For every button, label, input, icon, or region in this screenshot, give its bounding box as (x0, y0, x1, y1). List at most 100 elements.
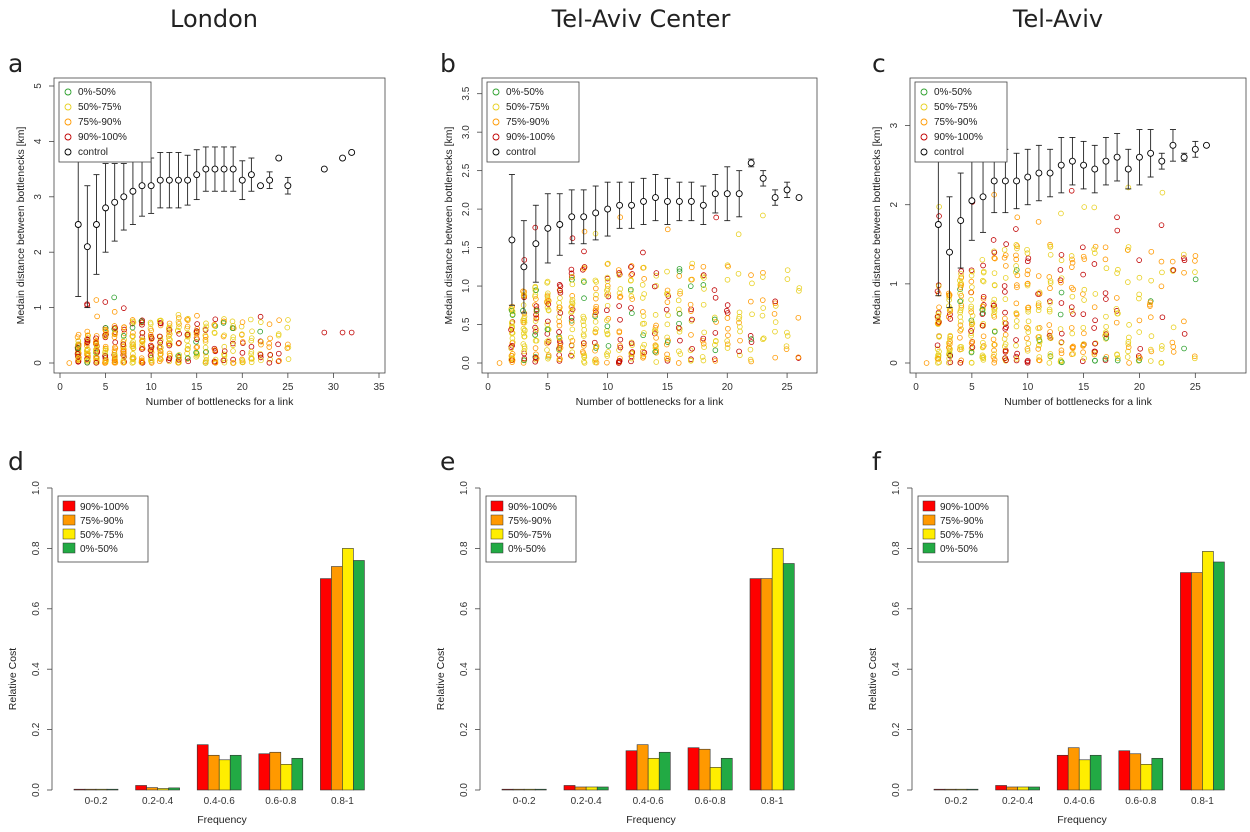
scatter-point (276, 357, 282, 364)
scatter-point (760, 335, 767, 342)
x-tick-label: 20 (722, 382, 734, 393)
legend-swatch (490, 500, 504, 512)
legend-label: 0%-50% (78, 87, 116, 98)
scatter-point (230, 360, 236, 366)
bar (574, 786, 587, 791)
scatter-point (676, 266, 683, 272)
legend-label: control (506, 147, 536, 158)
plot-frame (909, 77, 1247, 374)
scatter-point (1013, 337, 1019, 343)
scatter-point (737, 337, 743, 344)
scatter-point (285, 356, 292, 362)
y-tick-label: 0 (33, 360, 44, 366)
bar (157, 788, 169, 791)
legend-label: 90%-100% (940, 502, 989, 513)
scatter-point (749, 311, 755, 318)
scatter-point (1036, 357, 1042, 363)
scatter-point (652, 348, 658, 355)
y-tick-label: 0.4 (31, 662, 42, 676)
scatter-point (1013, 353, 1020, 360)
control-point (1158, 157, 1166, 165)
y-tick-label: 0.2 (459, 722, 470, 736)
scatter-point (533, 314, 540, 321)
scatter-point (1103, 329, 1109, 336)
scatter-point (604, 331, 611, 338)
scatter-point (568, 320, 575, 326)
legend-label: 75%-90% (934, 117, 977, 128)
legend-swatch (62, 542, 76, 554)
scatter-point (102, 349, 108, 356)
legend-label: 50%-75% (506, 102, 549, 113)
scatter-point (112, 359, 119, 366)
scatter-point (1192, 276, 1199, 283)
scatter-point (591, 339, 598, 346)
scatter-point (1126, 334, 1132, 341)
scatter-point (532, 284, 538, 291)
scatter-point (1113, 319, 1120, 326)
scatter-point (545, 354, 552, 360)
scatter-point (957, 334, 963, 341)
scatter-point (934, 346, 941, 352)
scatter-point (193, 334, 200, 341)
scatter-point (772, 298, 778, 305)
scatter-point (230, 336, 236, 343)
scatter-point (580, 340, 587, 346)
scatter-point (1047, 251, 1054, 258)
bar (534, 788, 547, 791)
scatter-point (1147, 303, 1153, 309)
scatter-point (1012, 269, 1019, 275)
scatter-point (258, 339, 264, 345)
control-point (735, 190, 743, 198)
scatter-point (1013, 300, 1020, 307)
scatter-point (581, 248, 587, 255)
bar (636, 744, 649, 791)
scatter-point (991, 249, 998, 256)
scatter-point (1058, 330, 1065, 337)
scatter-point (795, 354, 802, 361)
scatter-point (1014, 350, 1020, 357)
bar (218, 759, 231, 791)
scatter-point (509, 342, 515, 349)
scatter-point (616, 270, 622, 276)
scatter-point (957, 360, 964, 366)
x-axis-title: Frequency (626, 814, 676, 826)
scatter-point (759, 312, 766, 319)
legend: 90%-100% 75%-90% 50%-75% 0%-50% (485, 495, 577, 563)
scatter-point (1136, 317, 1143, 324)
scatter-point (934, 342, 941, 349)
scatter-point (1035, 307, 1042, 314)
scatter-point (568, 266, 575, 273)
scatter-point (604, 274, 611, 281)
scatter-point (230, 356, 236, 363)
scatter-point (1102, 290, 1109, 296)
scatter-point (957, 318, 964, 325)
x-tick-label: 35 (373, 382, 385, 393)
scatter-point (1091, 204, 1098, 211)
legend-label: control (78, 147, 108, 158)
scatter-point (591, 357, 598, 364)
bar (291, 757, 304, 791)
x-tick-label: 0 (913, 382, 919, 393)
scatter-point (1115, 310, 1121, 317)
scatter-point (1069, 264, 1075, 270)
scatter-point (1024, 282, 1031, 289)
scatter-point (735, 231, 742, 238)
scatter-point (676, 311, 683, 317)
scatter-point (1092, 340, 1098, 347)
scatter-point (1035, 302, 1042, 309)
scatter-point (605, 290, 611, 297)
scatter-point (1181, 269, 1187, 276)
scatter-point (1002, 347, 1009, 354)
scatter-point (284, 324, 291, 331)
scatter-point (220, 357, 227, 364)
control-point (238, 176, 246, 184)
scatter-point (532, 328, 539, 335)
scatter-point (1115, 355, 1121, 361)
scatter-point (239, 339, 246, 345)
control-point (532, 240, 540, 248)
scatter-point (604, 278, 611, 284)
scatter-point (675, 297, 682, 304)
scatter-point (1047, 243, 1054, 250)
legend-label: 50%-75% (934, 102, 977, 113)
scatter-point (202, 344, 209, 351)
